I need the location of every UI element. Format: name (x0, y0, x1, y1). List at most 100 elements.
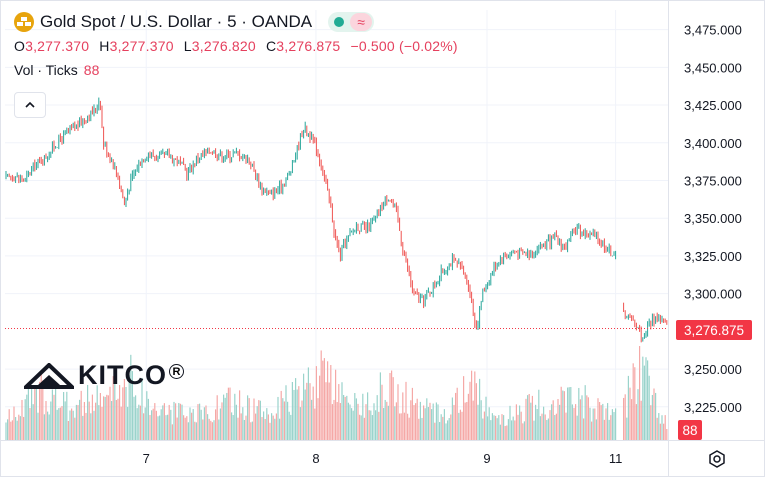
volume-bar (437, 404, 439, 440)
volume-bar (264, 418, 266, 440)
volume-bar (165, 415, 167, 440)
volume-bar (651, 394, 653, 440)
volume-bar (344, 396, 346, 440)
volume-bar (178, 402, 180, 440)
volume-bar (370, 410, 372, 440)
volume-bar (469, 381, 471, 440)
volume-bar (418, 418, 420, 440)
volume-bar (371, 415, 373, 440)
volume-bar (456, 387, 458, 440)
volume-bar (402, 392, 404, 440)
volume-bar (112, 376, 114, 440)
volume-bar (317, 398, 319, 440)
volume-bar (522, 423, 524, 440)
volume-bar (219, 408, 221, 440)
volume-bar (395, 402, 397, 440)
volume-bar (336, 402, 338, 440)
volume-bar (664, 415, 666, 440)
volume-bar (410, 400, 412, 440)
volume-bar (351, 408, 353, 440)
volume-bar (626, 417, 628, 440)
volume-bar (576, 415, 578, 440)
volume-bar (299, 407, 301, 440)
volume-bar (133, 396, 135, 440)
volume-bar (381, 384, 383, 440)
volume-bar (19, 416, 21, 440)
volume-bar (306, 382, 308, 440)
volume-bar (123, 379, 125, 440)
volume-bar (155, 410, 157, 440)
volume-bar (98, 405, 100, 440)
close-key: C (265, 38, 277, 54)
wave-icon[interactable]: ≈ (350, 13, 373, 31)
volume-bar (307, 367, 309, 440)
volume-bar (666, 429, 668, 440)
volume-bar (136, 408, 138, 440)
volume-bar (461, 411, 463, 440)
volume-bar (399, 413, 401, 440)
y-tick-label: 3,300.000 (684, 287, 742, 302)
volume-bar (363, 417, 365, 440)
volume-bar (498, 415, 500, 440)
volume-bar (376, 395, 378, 440)
high-value: 3,277.370 (109, 38, 174, 54)
volume-bar (141, 377, 143, 440)
ohlc-row: O3,277.370 H3,277.370 L3,276.820 C3,276.… (14, 38, 464, 54)
volume-bar (157, 416, 159, 440)
volume-bar (301, 400, 303, 440)
volume-bar (293, 389, 295, 440)
volume-label[interactable]: Vol · Ticks (14, 62, 78, 78)
volume-bar (29, 408, 31, 440)
volume-bar (357, 403, 359, 440)
volume-bar (56, 409, 58, 440)
volume-bar (232, 415, 234, 440)
volume-bar (203, 407, 205, 440)
volume-bar (275, 413, 277, 440)
volume-bar (362, 393, 364, 440)
symbol-title[interactable]: Gold Spot / U.S. Dollar · 5 · OANDA (40, 12, 313, 31)
volume-bar (533, 420, 535, 440)
volume-bar (296, 389, 298, 440)
volume-bar (435, 402, 437, 440)
volume-bar (243, 419, 245, 440)
volume-bar (282, 398, 284, 440)
volume-bar (653, 388, 655, 440)
volume-bar (432, 403, 434, 440)
status-pill[interactable]: ≈ (328, 12, 375, 32)
volume-bar (424, 408, 426, 440)
volume-bar (488, 407, 490, 440)
volume-bar (386, 401, 388, 440)
volume-bar (168, 404, 170, 440)
volume-bar (288, 411, 290, 440)
volume-bar (365, 404, 367, 440)
volume-bar (103, 396, 105, 440)
volume-bar (487, 416, 489, 440)
volume-bar (565, 412, 567, 440)
volume-bar (99, 393, 101, 440)
volume-bar (509, 405, 511, 440)
volume-bar (413, 405, 415, 440)
volume-bar (659, 423, 661, 440)
volume-bar (338, 384, 340, 440)
volume-bar (544, 414, 546, 440)
volume-bar (32, 404, 34, 440)
volume-bar (466, 401, 468, 440)
volume-bar (378, 411, 380, 440)
volume-bar (151, 410, 153, 440)
volume-bar (551, 404, 553, 440)
volume-bar (43, 414, 45, 440)
volume-bar (355, 398, 357, 440)
market-open-dot-icon (334, 17, 345, 27)
volume-bar (474, 371, 476, 440)
volume-bar (578, 387, 580, 440)
volume-bar (595, 419, 597, 440)
volume-bar (442, 416, 444, 440)
volume-bar (479, 378, 481, 440)
collapse-legend-button[interactable] (14, 92, 46, 118)
volume-row: Vol · Ticks 88 (14, 62, 464, 78)
settings-icon[interactable] (707, 449, 727, 469)
volume-bar (192, 409, 194, 440)
volume-bar (226, 392, 228, 440)
